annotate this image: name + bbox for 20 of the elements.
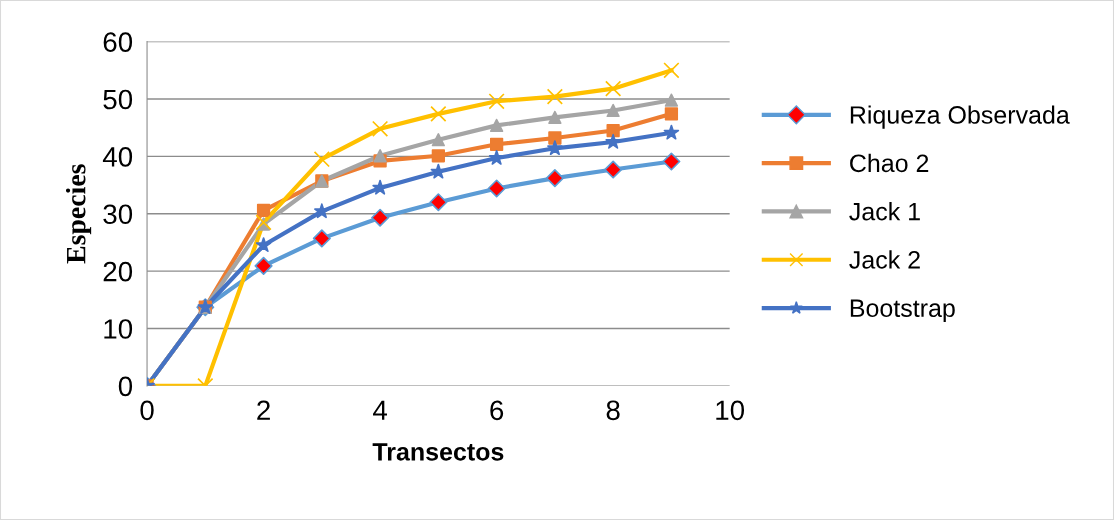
y-tick-label: 30: [103, 204, 133, 225]
x-tick-label: 6: [490, 400, 504, 421]
legend-label: Riqueza Observada: [850, 105, 1070, 129]
y-tick-label: 40: [102, 147, 133, 167]
x-axis-title: Transectos: [372, 443, 504, 461]
y-tick-label: 50: [103, 89, 133, 110]
y-tick-label: 20: [103, 261, 133, 282]
legend-label: Jack 1: [849, 202, 920, 221]
legend-label: Jack 2: [849, 250, 920, 269]
y-tick-label: 60: [103, 32, 133, 52]
legend-label: Chao 2: [850, 153, 929, 173]
y-tick-label: 10: [104, 319, 133, 339]
x-tick-label: 10: [716, 400, 745, 421]
x-tick-label: 2: [257, 400, 270, 420]
y-axis-title: Especies: [65, 164, 92, 264]
y-tick-label: 0: [118, 376, 133, 397]
x-tick-label: 8: [606, 400, 620, 421]
legend-label: Bootstrap: [850, 299, 955, 322]
x-tick-label: 4: [373, 400, 388, 420]
x-tick-label: 0: [140, 400, 154, 421]
